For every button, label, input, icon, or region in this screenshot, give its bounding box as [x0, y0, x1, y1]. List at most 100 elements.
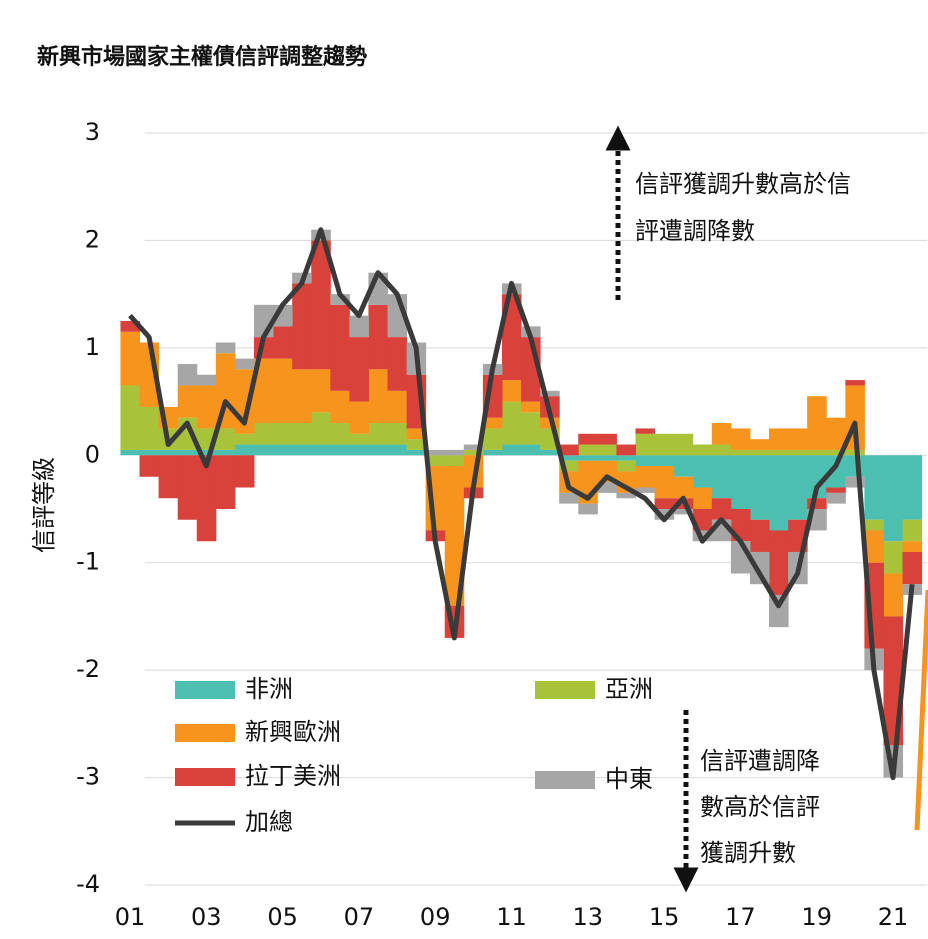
x-tick-label: 07	[344, 903, 375, 931]
bar-segment	[387, 444, 408, 456]
bar-segment	[692, 444, 713, 456]
bar-segment	[139, 406, 160, 450]
bar-segment	[177, 455, 198, 520]
bar-segment	[559, 460, 579, 472]
bar-segment	[292, 423, 312, 445]
bar-segment	[616, 444, 636, 456]
bar-segment	[902, 455, 923, 520]
bar-segment	[330, 390, 350, 424]
y-tick-label: 3	[85, 118, 100, 146]
bar-segment	[654, 509, 675, 520]
bar-segment	[730, 428, 751, 450]
bar-segment	[501, 444, 522, 456]
bar-segment	[769, 594, 789, 628]
bar-segment	[692, 455, 713, 488]
bar-segment	[120, 331, 141, 386]
bar-segment	[826, 492, 846, 504]
bar-segment	[711, 423, 732, 445]
bar-segment	[769, 449, 789, 456]
bar-segment	[654, 498, 675, 509]
bar-segment	[673, 509, 694, 515]
bar-segment	[501, 380, 522, 402]
total-line	[128, 227, 915, 781]
bar-segment	[349, 315, 369, 338]
bar-segment	[616, 492, 636, 499]
bar-segment	[769, 455, 789, 531]
bar-segment	[330, 304, 350, 391]
bar-segment	[826, 455, 846, 488]
bar-segment	[482, 449, 503, 456]
x-tick-label: 13	[573, 903, 604, 931]
bar-segment	[521, 412, 541, 445]
bar-segment	[273, 326, 293, 359]
annotation: 信評獲調升數高於信	[635, 170, 851, 198]
bar-segment	[845, 455, 865, 477]
bar-segment	[864, 530, 884, 563]
bar-segment	[234, 444, 255, 456]
bar-segment	[788, 455, 808, 520]
bar-segment	[177, 449, 198, 456]
bar-segment	[139, 455, 160, 477]
bar-segment	[635, 433, 656, 456]
bar-segment	[196, 455, 217, 542]
bar-segment	[673, 476, 694, 499]
y-tick-label: -1	[76, 548, 100, 576]
annotation: 信評遭調降	[700, 747, 820, 775]
bar-segment	[902, 551, 923, 585]
bar-segment	[177, 363, 198, 386]
bar-segment	[330, 423, 350, 445]
bar-segment	[788, 428, 808, 450]
bar-segment	[139, 449, 160, 456]
bar-segment	[711, 444, 732, 456]
bar-segment	[521, 444, 541, 456]
bar-segment	[273, 423, 293, 445]
bar-segment	[330, 444, 350, 456]
bar-segment	[253, 423, 274, 445]
bar-segment	[807, 455, 827, 499]
bar-segment	[826, 449, 846, 456]
bar-segment	[769, 428, 789, 450]
bar-segment	[730, 455, 751, 509]
bar-segment	[158, 455, 179, 499]
bar-segment	[673, 455, 694, 477]
bar-segment	[292, 369, 312, 424]
bar-segment	[749, 455, 770, 520]
bar-segment	[501, 401, 522, 445]
bar-segment	[749, 551, 770, 585]
y-tick-label: -3	[76, 763, 100, 791]
bar-segment	[387, 337, 408, 391]
legend-swatch	[175, 681, 235, 699]
x-tick-label: 01	[115, 903, 146, 931]
y-tick-label: -2	[76, 655, 100, 683]
bar-segment	[406, 428, 427, 440]
bar-segment	[559, 444, 579, 456]
bar-segment	[330, 294, 350, 305]
bar-segment	[883, 541, 904, 574]
bar-segment	[807, 396, 827, 450]
bar-segment	[902, 541, 923, 552]
y-tick-label: 0	[85, 440, 100, 468]
bar-segment	[425, 455, 446, 467]
x-tick-label: 05	[267, 903, 298, 931]
legend-label: 非洲	[245, 675, 293, 703]
bar-segment	[826, 487, 846, 493]
bar-segment	[749, 519, 770, 552]
bar-segment	[673, 433, 694, 456]
bar-segment	[578, 433, 598, 445]
bar-segment	[521, 401, 541, 413]
bar-segment	[692, 487, 713, 509]
bar-segment	[253, 358, 274, 424]
bar-segment	[845, 380, 865, 386]
bar-segment	[234, 358, 255, 370]
legend-label: 中東	[605, 765, 653, 793]
bar-segment	[730, 449, 751, 456]
bar-segment	[711, 498, 732, 520]
bar-segment	[311, 412, 331, 445]
bar-segment	[349, 433, 369, 445]
x-tick-label: 19	[801, 903, 832, 931]
x-tick-label: 17	[725, 903, 756, 931]
bar-segment	[578, 444, 598, 456]
bar-segment	[196, 385, 217, 429]
bar-segment	[215, 342, 236, 354]
bar-segment	[482, 428, 503, 450]
